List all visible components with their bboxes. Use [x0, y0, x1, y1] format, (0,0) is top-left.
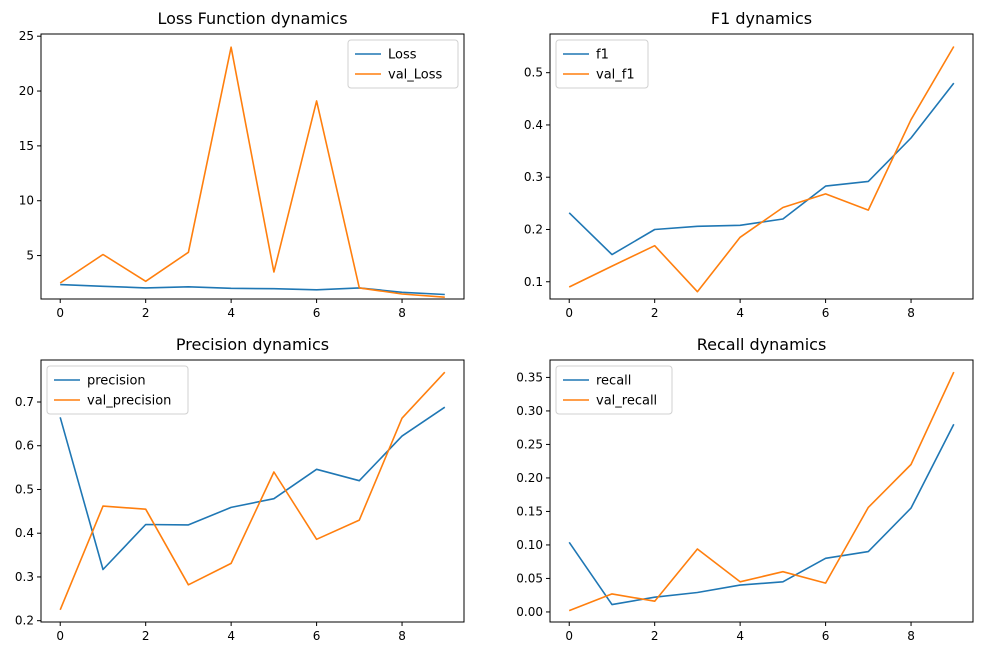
y-tick-label: 15 [19, 139, 34, 153]
x-tick-label: 6 [822, 629, 830, 643]
x-tick-label: 0 [56, 306, 64, 320]
x-tick-label: 0 [565, 306, 573, 320]
legend: f1 val_f1 [555, 39, 649, 89]
y-tick-label: 0.4 [15, 526, 34, 540]
y-tick-label: 0.25 [516, 437, 543, 451]
axes-frame [549, 33, 974, 300]
chart-title: F1 dynamics [711, 9, 812, 28]
legend: recall val_recall [555, 365, 673, 415]
y-tick-label: 0.2 [15, 614, 34, 628]
x-tick-label: 8 [398, 629, 406, 643]
y-tick-label: 0.6 [15, 439, 34, 453]
legend-label: val_precision [87, 394, 171, 409]
x-tick-label: 8 [398, 306, 406, 320]
series-line-val-precision [59, 371, 446, 611]
legend: Loss val_Loss [347, 39, 459, 89]
y-tick-label: 0.5 [15, 482, 34, 496]
y-tick-label: 0.3 [524, 170, 543, 184]
y-tick-label: 0.30 [516, 404, 543, 418]
axes-frame [40, 33, 465, 300]
y-tick-label: 0.4 [524, 118, 543, 132]
x-tick-label: 4 [227, 629, 235, 643]
x-tick-label: 0 [565, 629, 573, 643]
axes-frame [549, 359, 974, 623]
y-tick-label: 0.3 [15, 570, 34, 584]
y-tick-label: 0.5 [524, 66, 543, 80]
f1-chart-panel: F1 dynamics 0 2 4 6 8 0.1 0.2 0.3 0.4 0.5 f1 val_f1 [524, 9, 974, 320]
x-tick-label: 2 [142, 629, 150, 643]
y-tick-label: 0.10 [516, 538, 543, 552]
x-tick-label: 2 [651, 629, 659, 643]
x-tick-label: 2 [142, 306, 150, 320]
axes-frame [40, 359, 465, 623]
y-tick-label: 0.15 [516, 504, 543, 518]
legend-label: recall [596, 374, 631, 389]
y-tick-label: 10 [19, 194, 34, 208]
legend-box [46, 365, 189, 415]
legend-box [555, 39, 649, 89]
x-tick-label: 4 [227, 306, 235, 320]
series-line-val-recall [568, 371, 955, 612]
y-tick-label: 25 [19, 29, 34, 43]
legend: precision val_precision [46, 365, 189, 415]
chart-title: Loss Function dynamics [157, 9, 347, 28]
y-tick-label: 0.1 [524, 275, 543, 289]
x-tick-label: 8 [907, 629, 915, 643]
x-tick-label: 4 [736, 306, 744, 320]
y-tick-label: 0.35 [516, 370, 543, 384]
recall-chart-panel: Recall dynamics 0 2 4 6 8 0.00 0.05 0.10 0.15 0.2… [516, 335, 974, 643]
y-tick-label: 5 [26, 249, 34, 263]
y-tick-label: 20 [19, 84, 34, 98]
x-tick-label: 6 [313, 629, 321, 643]
x-tick-label: 8 [907, 306, 915, 320]
legend-box [555, 365, 673, 415]
x-tick-label: 2 [651, 306, 659, 320]
loss-chart-panel: Loss Function dynamics 0 2 4 6 8 5 10 15 20 25 Los… [19, 9, 465, 320]
series-line-loss [60, 283, 445, 296]
legend-label: val_Loss [388, 68, 443, 83]
legend-label: precision [87, 374, 146, 389]
x-tick-label: 0 [56, 629, 64, 643]
x-tick-label: 4 [736, 629, 744, 643]
precision-chart-panel: Precision dynamics 0 2 4 6 8 0.2 0.3 0.4 0.5 0.6 0… [15, 335, 465, 643]
series-line-precision [59, 406, 446, 571]
y-tick-label: 0.05 [516, 571, 543, 585]
y-tick-label: 0.00 [516, 605, 543, 619]
y-tick-label: 0.20 [516, 471, 543, 485]
legend-box [347, 39, 459, 89]
series-line-recall [568, 423, 955, 606]
series-line-val-f1 [568, 46, 955, 293]
legend-label: val_f1 [596, 68, 635, 83]
legend-label: Loss [388, 48, 417, 63]
chart-title: Recall dynamics [697, 335, 827, 354]
legend-label: f1 [596, 48, 609, 63]
x-tick-label: 6 [313, 306, 321, 320]
series-line-val-loss [59, 46, 445, 298]
y-tick-label: 0.7 [15, 395, 34, 409]
y-tick-label: 0.2 [524, 222, 543, 236]
chart-title: Precision dynamics [176, 335, 329, 354]
legend-label: val_recall [596, 394, 657, 409]
x-tick-label: 6 [822, 306, 830, 320]
